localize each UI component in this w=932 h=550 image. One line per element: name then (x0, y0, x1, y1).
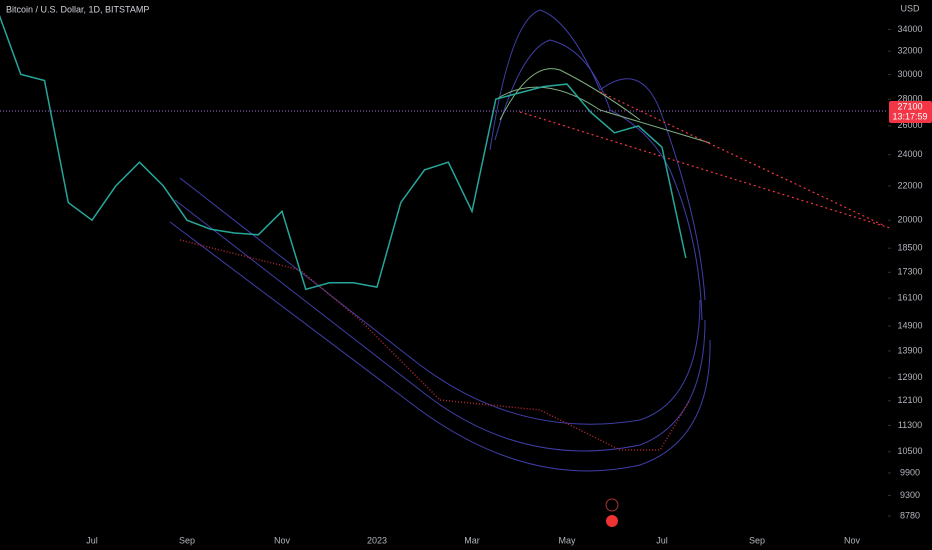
x-tick-label: Nov (274, 535, 291, 545)
x-tick-label: Sep (749, 535, 765, 545)
x-tick-label: Jul (86, 535, 98, 545)
projection (179, 239, 691, 451)
y-tick-label: 30000 (897, 69, 922, 79)
y-tick-label: 20000 (897, 215, 922, 225)
y-tick-label: 26000 (897, 120, 922, 130)
price-countdown: 13:17:59 (892, 111, 927, 121)
y-tick-label: 14900 (897, 320, 922, 330)
y-axis-label: USD (900, 3, 920, 13)
chart-title: Bitcoin / U.S. Dollar, 1D, BITSTAMP (6, 4, 149, 14)
y-tick-label: 22000 (897, 180, 922, 190)
y-tick-label: 17300 (897, 267, 922, 277)
arc-1 (489, 9, 706, 301)
x-tick-label: 2023 (367, 535, 387, 545)
y-tick-label: 24000 (897, 149, 922, 159)
arc-4 (494, 86, 711, 144)
y-tick-label: 28000 (897, 94, 922, 104)
channel-lower (169, 221, 711, 472)
arc-3 (499, 68, 641, 121)
y-tick-label: 13900 (897, 345, 922, 355)
icon[interactable] (605, 498, 619, 512)
y-tick-label: 12900 (897, 372, 922, 382)
y-tick-label: 8780 (900, 510, 920, 520)
price-line-series (0, 14, 687, 291)
y-tick-label: 11300 (898, 420, 922, 430)
x-tick-label: Sep (179, 535, 195, 545)
channel-mid (174, 199, 706, 452)
x-tick-label: Mar (464, 535, 480, 545)
y-tick-label: 12100 (897, 395, 922, 405)
y-tick-label: 34000 (897, 24, 922, 34)
icon[interactable] (606, 515, 618, 527)
x-tick-label: Nov (844, 535, 861, 545)
y-tick-label: 10500 (897, 446, 922, 456)
drawings (169, 9, 711, 472)
x-tick-label: Jul (656, 535, 668, 545)
y-tick-label: 9900 (900, 467, 920, 477)
y-tick-label: 16100 (897, 293, 922, 303)
channel-upper (179, 177, 701, 425)
y-tick-label: 32000 (897, 46, 922, 56)
y-tick-label: 9300 (900, 490, 920, 500)
y-tick-label: 18500 (897, 243, 922, 253)
price-label-box (889, 100, 932, 123)
price-label: 27100 (897, 101, 922, 111)
arc-2 (494, 39, 703, 321)
x-tick-label: May (558, 535, 576, 545)
